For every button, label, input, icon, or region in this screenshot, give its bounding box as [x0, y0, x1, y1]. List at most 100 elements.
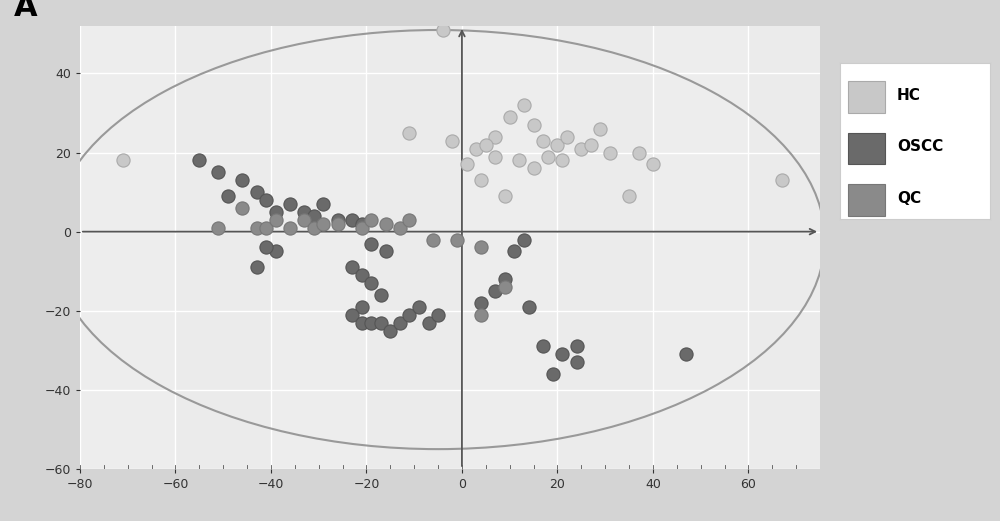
Point	[234, 176, 250, 184]
Point	[354, 219, 370, 228]
Point	[631, 148, 647, 157]
Point	[645, 160, 661, 169]
Point	[473, 311, 489, 319]
Point	[306, 224, 322, 232]
Point	[344, 216, 360, 224]
Text: QC: QC	[897, 191, 921, 206]
Point	[497, 275, 513, 283]
Point	[344, 311, 360, 319]
Point	[602, 148, 618, 157]
Point	[354, 303, 370, 311]
Point	[526, 164, 542, 172]
Point	[506, 247, 522, 256]
Point	[559, 133, 575, 141]
Point	[583, 141, 599, 149]
Point	[535, 342, 551, 351]
Point	[444, 137, 460, 145]
Point	[425, 235, 441, 244]
Point	[401, 311, 417, 319]
Point	[511, 156, 527, 165]
Point	[296, 208, 312, 216]
Point	[191, 156, 207, 165]
Point	[330, 219, 346, 228]
Point	[363, 318, 379, 327]
Point	[378, 219, 394, 228]
Point	[459, 160, 475, 169]
Point	[473, 243, 489, 252]
Point	[249, 188, 265, 196]
FancyBboxPatch shape	[848, 81, 885, 113]
Text: A: A	[13, 0, 37, 22]
Point	[521, 303, 537, 311]
Point	[473, 299, 489, 307]
Point	[354, 271, 370, 279]
Point	[516, 235, 532, 244]
Point	[268, 216, 284, 224]
FancyBboxPatch shape	[848, 133, 885, 164]
Point	[210, 224, 226, 232]
Point	[363, 239, 379, 247]
Point	[234, 204, 250, 212]
Point	[468, 144, 484, 153]
Point	[502, 113, 518, 121]
Point	[497, 192, 513, 200]
Point	[258, 243, 274, 252]
Point	[315, 200, 331, 208]
Point	[526, 121, 542, 129]
Point	[382, 326, 398, 334]
Point	[487, 133, 503, 141]
Point	[478, 141, 494, 149]
Point	[249, 263, 265, 271]
Point	[210, 168, 226, 177]
Point	[220, 192, 236, 200]
Point	[378, 247, 394, 256]
Point	[573, 144, 589, 153]
Point	[363, 279, 379, 287]
Point	[296, 216, 312, 224]
Point	[430, 311, 446, 319]
Point	[268, 208, 284, 216]
Point	[282, 200, 298, 208]
Bar	[271, 26, 366, 469]
Point	[401, 216, 417, 224]
Point	[554, 156, 570, 165]
Point	[540, 152, 556, 160]
Point	[549, 141, 565, 149]
Bar	[462, 26, 557, 469]
Point	[282, 224, 298, 232]
Point	[373, 291, 389, 299]
Point	[569, 342, 585, 351]
Point	[516, 101, 532, 109]
Point	[392, 318, 408, 327]
Point	[435, 26, 451, 34]
Point	[392, 224, 408, 232]
Point	[678, 350, 694, 358]
Point	[554, 350, 570, 358]
Point	[258, 196, 274, 204]
Bar	[80, 26, 175, 469]
Point	[373, 318, 389, 327]
Point	[411, 303, 427, 311]
Point	[449, 235, 465, 244]
Point	[401, 129, 417, 137]
Point	[268, 247, 284, 256]
Point	[354, 318, 370, 327]
Point	[249, 224, 265, 232]
Point	[473, 176, 489, 184]
Point	[363, 216, 379, 224]
Point	[258, 224, 274, 232]
Point	[569, 358, 585, 366]
Text: OSCC: OSCC	[897, 140, 943, 154]
FancyBboxPatch shape	[848, 184, 885, 216]
Text: HC: HC	[897, 88, 921, 103]
Point	[592, 125, 608, 133]
Point	[487, 152, 503, 160]
Bar	[653, 26, 748, 469]
Point	[497, 283, 513, 291]
Point	[621, 192, 637, 200]
Point	[330, 216, 346, 224]
Point	[115, 156, 131, 165]
Point	[774, 176, 790, 184]
Point	[545, 370, 561, 378]
Point	[535, 137, 551, 145]
